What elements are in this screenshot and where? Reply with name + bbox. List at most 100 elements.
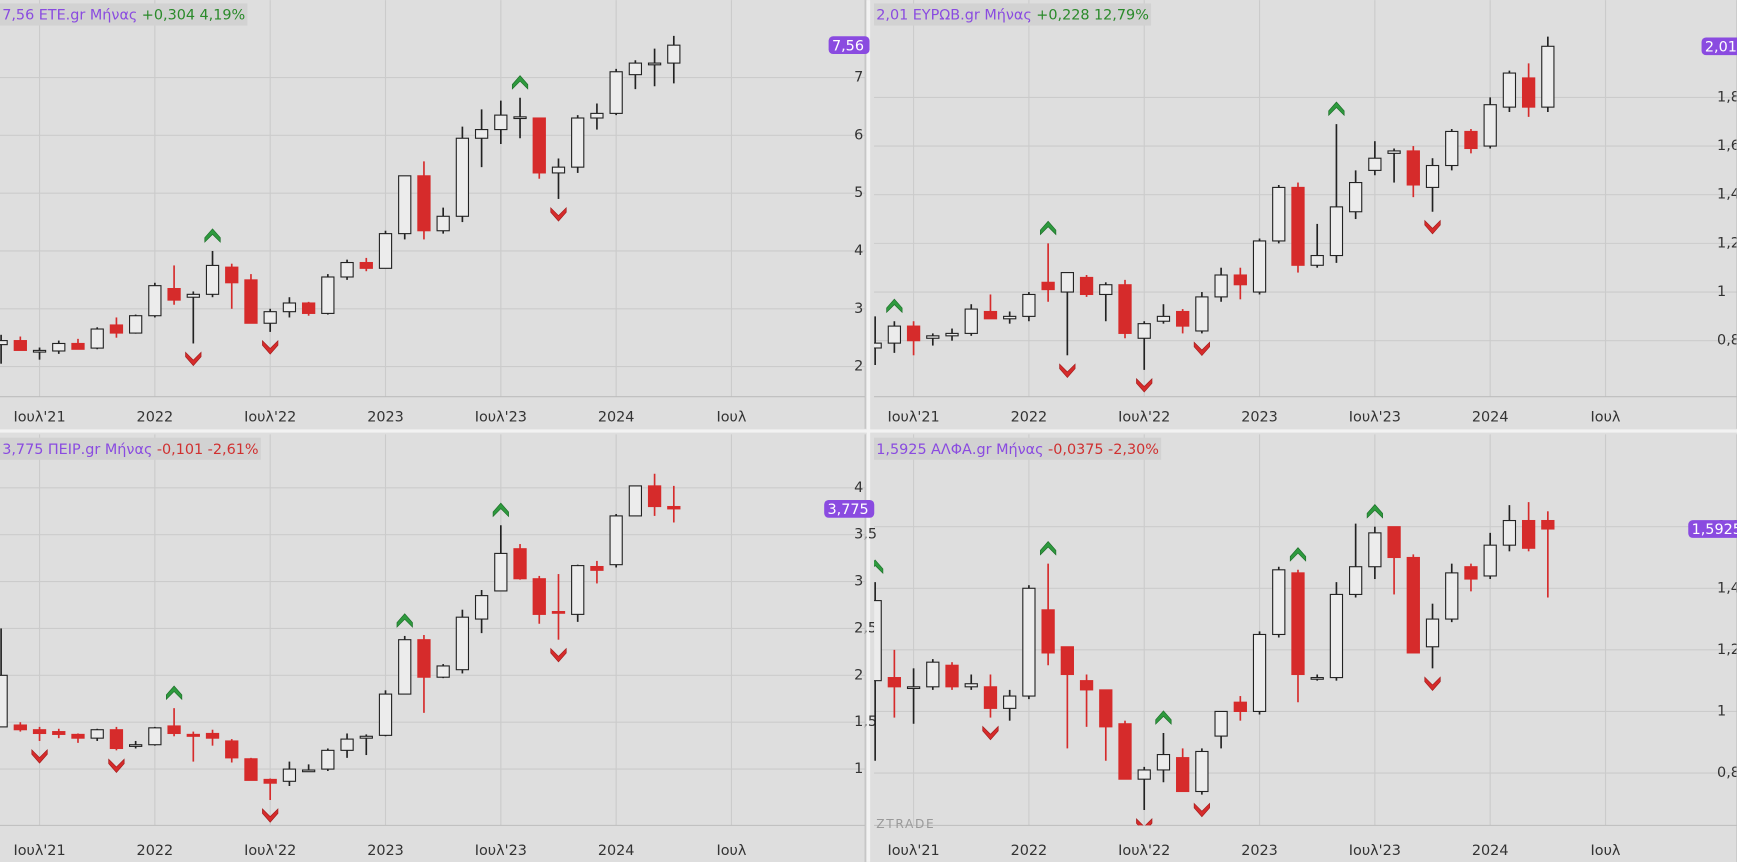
header-change-pct: -2,30% <box>1108 442 1159 458</box>
candle-body <box>513 116 527 120</box>
header-change: +0,304 <box>142 8 195 24</box>
candle-body <box>417 175 431 232</box>
header-name: ETE.gr Μήνας <box>39 8 138 24</box>
candle-body <box>874 600 882 682</box>
candle-body <box>1406 150 1420 186</box>
candle-body <box>874 342 882 349</box>
y-tick-label: 4 <box>854 243 863 259</box>
y-tick-label: 2 <box>854 667 863 683</box>
header-change-pct: 4,19% <box>200 8 246 24</box>
candle-body <box>52 731 66 735</box>
header-change: -0,101 <box>157 442 203 458</box>
x-tick-label: 2024 <box>1472 410 1509 426</box>
candle-body <box>667 505 681 510</box>
candle-body <box>590 565 604 571</box>
x-tick-label: 2023 <box>367 410 404 426</box>
x-tick-label: Ιουλ <box>717 843 747 859</box>
x-tick-label: Ιουλ <box>1591 410 1621 426</box>
x-tick-label: Ιουλ'21 <box>13 843 65 859</box>
header-name: ΕΥΡΩΒ.gr Μήνας <box>913 8 1032 24</box>
candle-body <box>494 552 508 592</box>
candle-body <box>398 175 412 235</box>
header-background <box>874 3 1152 26</box>
candle-body <box>282 768 297 782</box>
sell-signal <box>262 339 279 355</box>
candle-body <box>71 342 85 350</box>
candle-body <box>532 117 546 174</box>
candle-body <box>321 276 335 314</box>
candle-body <box>205 732 220 739</box>
header: 2,01 ΕΥΡΩΒ.gr Μήνας +0,228 12,79% <box>876 8 1149 24</box>
x-tick-label: Ιουλ <box>1591 843 1621 859</box>
x-tick-label: 2022 <box>1011 410 1048 426</box>
sell-signal <box>1193 341 1210 357</box>
x-tick-label: 2023 <box>367 843 404 859</box>
header-price: 3,775 <box>2 442 43 458</box>
candle-body <box>225 266 239 284</box>
candle-body <box>571 117 585 168</box>
x-tick-label: Ιουλ'22 <box>244 410 296 426</box>
candle-body <box>609 515 623 566</box>
candle-body <box>301 769 316 773</box>
header-background <box>874 437 1162 460</box>
candle-body <box>90 729 104 739</box>
candle-body <box>1483 104 1497 147</box>
candle-body <box>1368 157 1382 171</box>
buy-signal <box>886 298 903 314</box>
candle-body <box>887 677 902 688</box>
price-tag <box>1701 37 1737 56</box>
candle-body <box>321 749 335 770</box>
x-tick-label: 2022 <box>1011 843 1048 859</box>
candle-body <box>532 578 546 615</box>
header-background <box>0 3 248 26</box>
candles <box>874 502 1555 826</box>
candle-body <box>129 744 143 747</box>
y-tick-label: 4 <box>854 480 863 496</box>
candle-body <box>1079 276 1094 296</box>
candle-body <box>964 308 978 334</box>
buy-signal <box>1040 220 1057 236</box>
candle-body <box>1195 750 1209 793</box>
candles <box>0 35 681 367</box>
y-tick-label: 1 <box>1717 703 1726 719</box>
candle-body <box>52 342 66 352</box>
sell-signal <box>1136 377 1153 393</box>
candle-body <box>378 233 393 269</box>
x-tick-label: Ιουλ <box>717 410 747 426</box>
candle-body <box>1079 680 1094 691</box>
y-tick-label: 1,4 <box>1717 187 1737 203</box>
buy-signal <box>396 613 413 628</box>
panel: 0,811,21,41,6Ιουλ'212022Ιουλ'222023Ιουλ'… <box>874 434 1737 862</box>
buy-signal <box>1040 540 1057 556</box>
candle-body <box>1176 310 1190 327</box>
y-tick-label: 0,8 <box>1717 333 1737 349</box>
x-tick-label: 2024 <box>598 843 635 859</box>
candle-body <box>551 611 566 614</box>
candle-body <box>301 302 316 314</box>
header-price: 2,01 <box>876 8 908 24</box>
candle-body <box>1521 519 1536 549</box>
sell-signal <box>31 749 48 764</box>
candle-body <box>1425 164 1440 188</box>
price-tag <box>828 36 870 55</box>
panel: 0,8 1 1,2 1,4 1,6 1,8 Ιουλ'21 2022 Ιουλ'22 2023 Ιο… <box>874 0 1737 429</box>
x-tick-label: Ιουλ'21 <box>888 843 940 859</box>
candle-body <box>148 285 162 317</box>
candles <box>0 473 681 823</box>
x-tick-label: Ιουλ'22 <box>1118 410 1170 426</box>
x-tick-label: Ιουλ'22 <box>244 843 296 859</box>
y-tick-label: 1,2 <box>1717 642 1737 658</box>
candle-body <box>945 332 959 337</box>
candle-body <box>1176 757 1190 793</box>
candle-body <box>225 740 239 759</box>
candle-body <box>1195 296 1209 332</box>
panel: 2 3 4 5 6 7 Ιουλ'21 2022 Ιουλ'22 2023 Ιουλ'23 2024 Ι… <box>0 0 870 429</box>
candles <box>874 36 1555 393</box>
candle-body <box>1387 150 1401 154</box>
candle-body <box>13 340 27 351</box>
y-tick-label: 1,6 <box>1717 138 1737 154</box>
x-tick-label: Ιουλ'22 <box>1118 843 1170 859</box>
candle-body <box>1060 646 1074 676</box>
candle-body <box>1348 181 1363 213</box>
sell-signal <box>550 647 567 663</box>
